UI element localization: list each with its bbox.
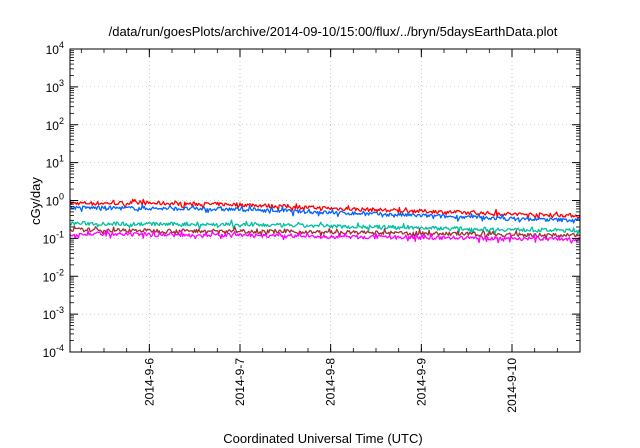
series-line-2 [69,204,581,224]
series-line-3 [69,219,581,236]
x-tick-label: 2014-9-10 [505,358,519,413]
x-axis-label: Coordinated Universal Time (UTC) [223,431,422,446]
series-line-4 [69,225,581,241]
y-tick-label: 101 [46,154,64,171]
chart-title: /data/run/goesPlots/archive/2014-09-10/1… [109,24,558,39]
y-tick-label: 100 [46,192,64,209]
series-line-5 [69,229,581,244]
x-tick-label: 2014-9-9 [414,358,428,406]
y-tick-label: 104 [46,40,64,57]
grid-lines [70,49,580,352]
y-tick-label: 102 [46,116,64,133]
y-tick-label: 10-3 [43,305,64,322]
x-tick-label: 2014-9-7 [233,358,247,406]
y-tick-label: 10-1 [43,229,64,246]
data-series [69,198,581,244]
x-tick-label: 2014-9-6 [142,358,156,406]
y-axis-label: cGy/day [28,177,43,225]
axis-ticks: 10-4 10-3 10-2 10-1 100 101 102 103 104 2014-9-6 2… [43,40,581,413]
y-tick-label: 103 [46,78,64,95]
y-tick-label: 10-2 [43,267,64,284]
series-line-1 [69,198,581,220]
y-tick-label: 10-4 [43,343,64,360]
x-tick-label: 2014-9-8 [324,358,338,406]
